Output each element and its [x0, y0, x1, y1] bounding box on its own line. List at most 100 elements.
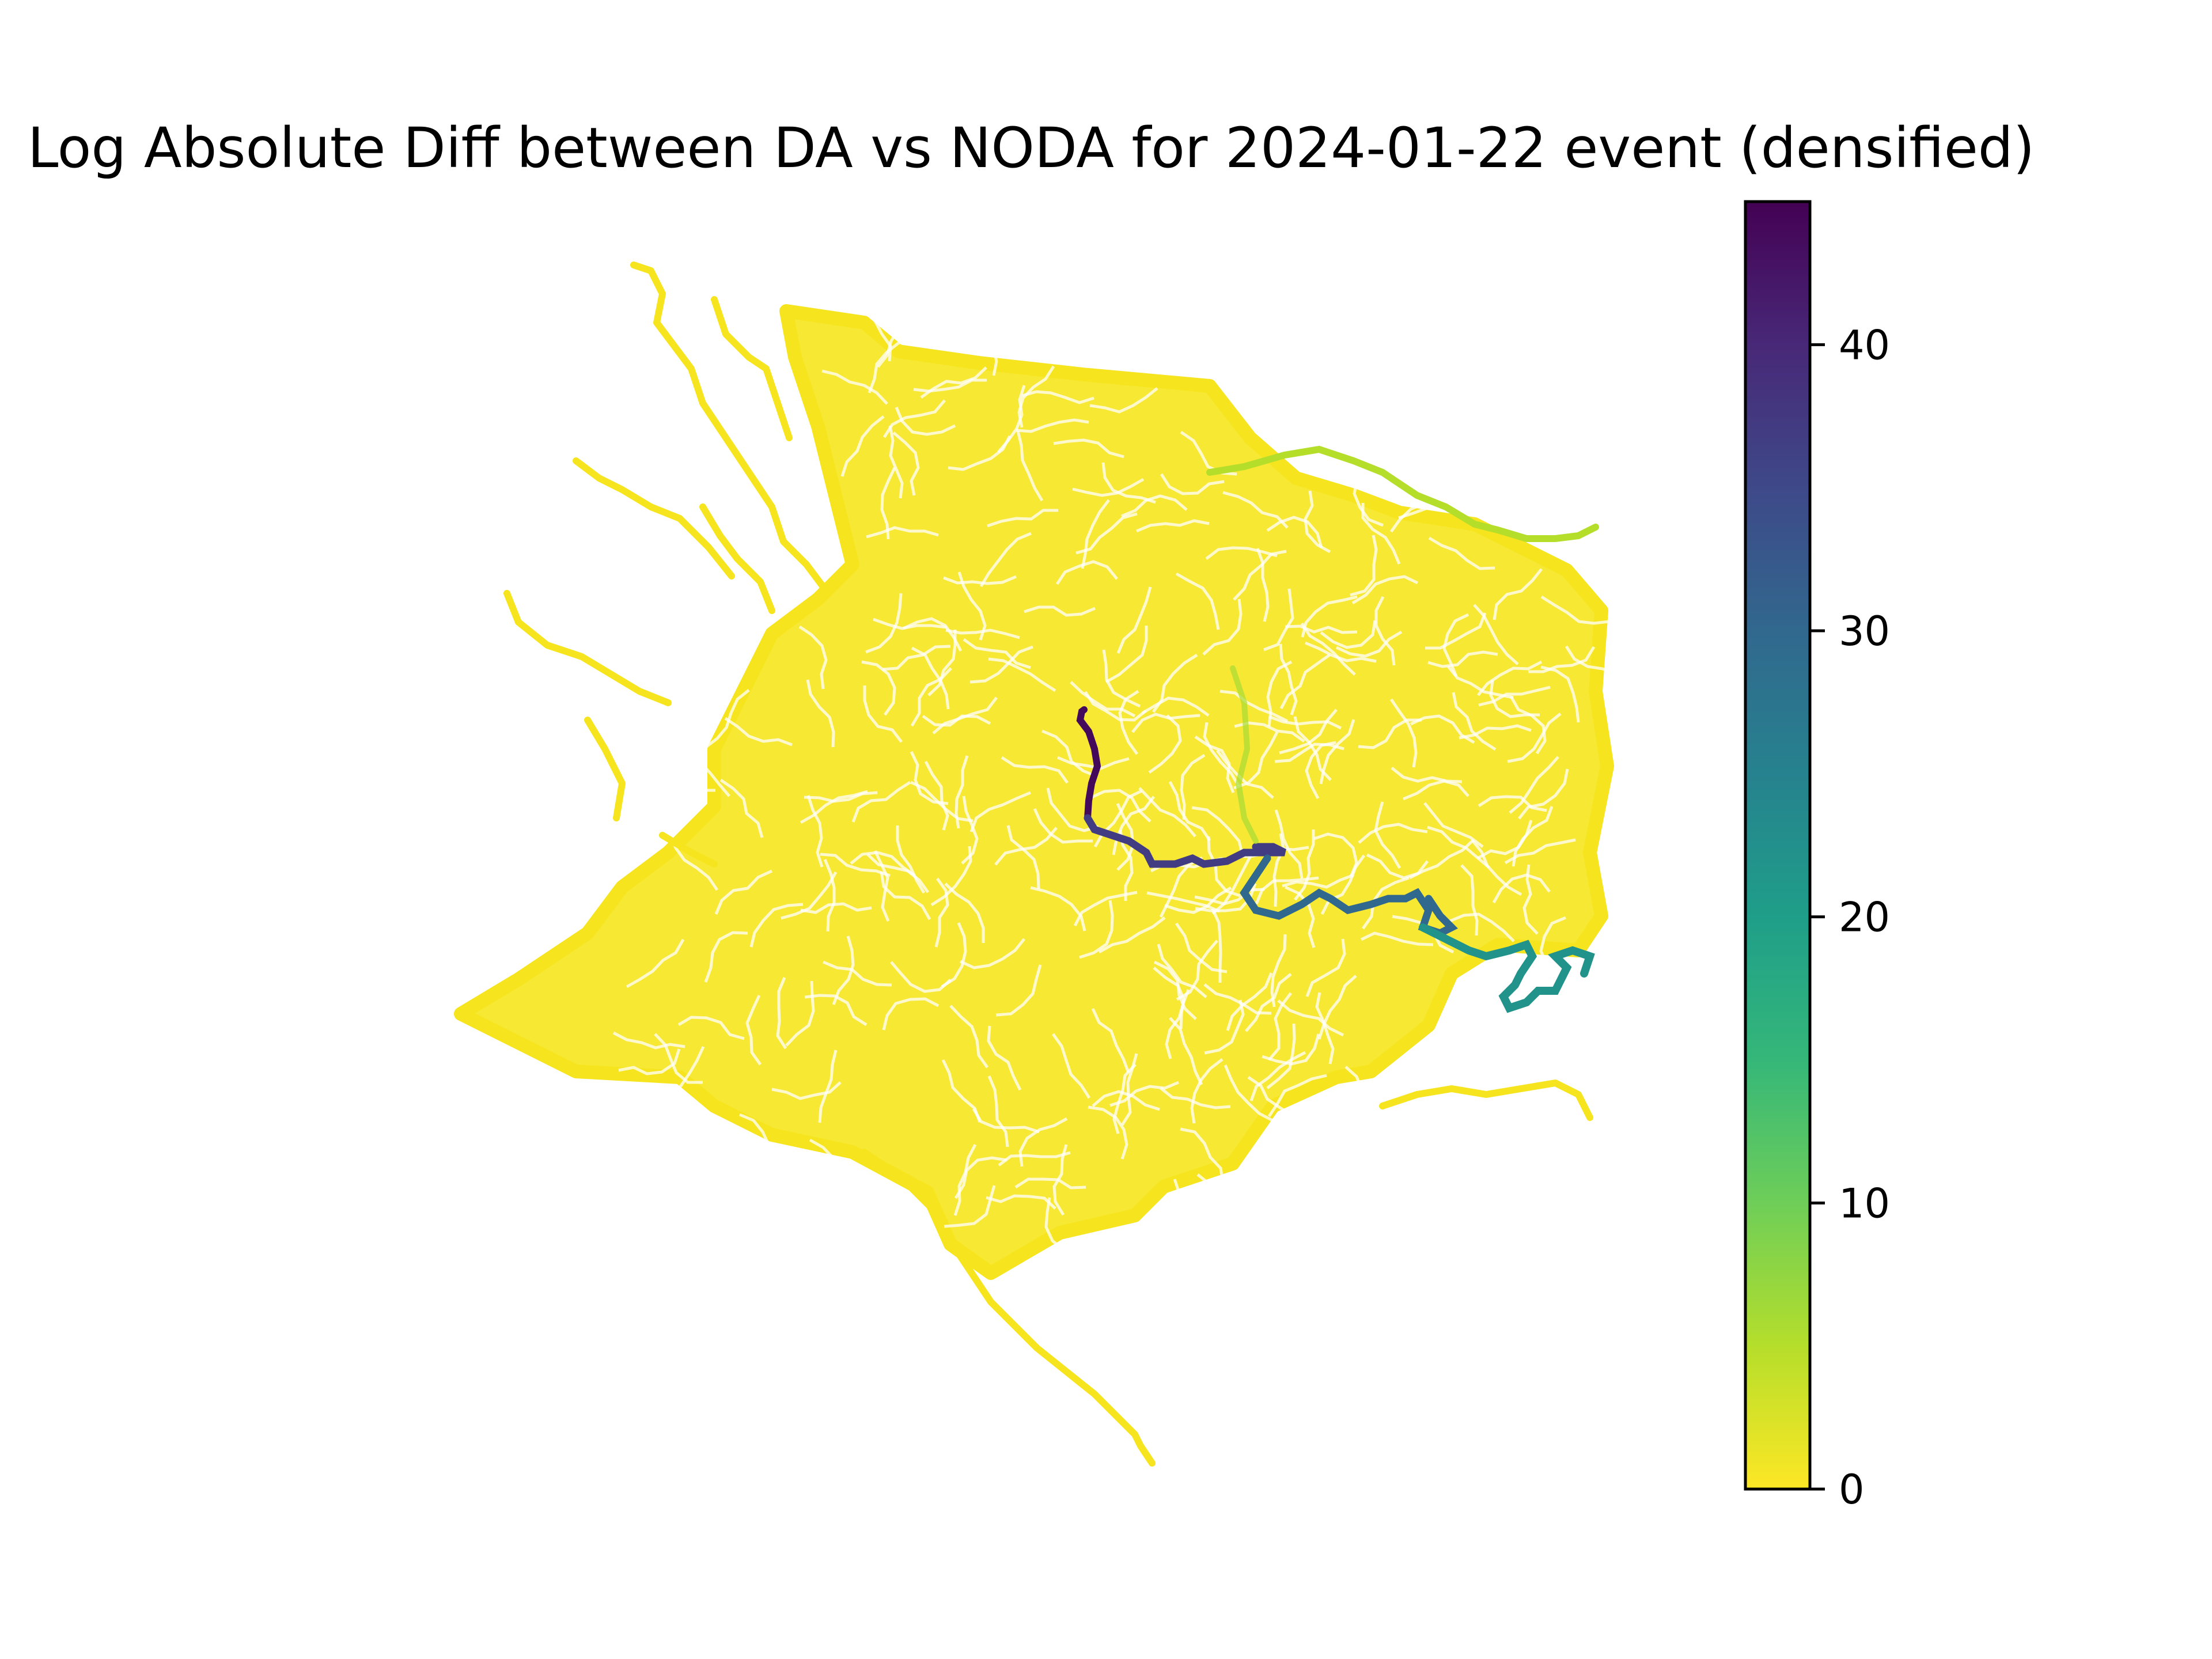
- river-gap: [1471, 839, 1522, 896]
- river-gap: [882, 399, 946, 438]
- river-gap: [1211, 850, 1255, 915]
- river-gap: [1079, 900, 1114, 959]
- river-gap: [840, 415, 885, 477]
- river-gap: [882, 645, 951, 671]
- river-gap: [1274, 809, 1304, 879]
- river-gap: [1006, 825, 1040, 889]
- river-gap: [724, 717, 793, 747]
- river-gap: [1428, 536, 1495, 570]
- river-gap: [1460, 864, 1479, 936]
- river-gap: [1222, 491, 1289, 529]
- river-gap: [1282, 873, 1354, 889]
- river-gap: [1249, 1051, 1306, 1101]
- river-gap: [913, 378, 987, 393]
- river-gap: [1102, 649, 1141, 708]
- colorbar-tick-label: 10: [1839, 1180, 1890, 1227]
- river-gap: [800, 902, 872, 914]
- river-gap: [1492, 873, 1551, 904]
- river-gap: [850, 851, 916, 877]
- river-gap: [1091, 1007, 1130, 1073]
- river-gap: [1153, 967, 1185, 1029]
- colorbar-gradient: [1744, 200, 1812, 1491]
- outer-river: [941, 1229, 1156, 1467]
- river-gap: [877, 299, 908, 368]
- river-gap: [1233, 550, 1287, 601]
- river-gap: [1294, 830, 1315, 901]
- river-gap: [1105, 626, 1148, 684]
- river-gap: [902, 617, 963, 652]
- river-gap: [1194, 735, 1235, 793]
- river-gap: [704, 931, 748, 983]
- outer-river: [1379, 1080, 1593, 1121]
- river-gap: [866, 526, 939, 539]
- outer-river-branches: [503, 262, 1593, 1467]
- river-gap: [932, 696, 998, 734]
- river-gap: [1366, 853, 1429, 880]
- river-gap: [998, 1151, 1071, 1166]
- outer-river: [584, 717, 626, 821]
- river-gap: [1070, 681, 1136, 718]
- river-gap: [714, 869, 773, 915]
- river-gap: [1263, 588, 1294, 652]
- river-gap: [1507, 713, 1562, 763]
- upper-main-reach: [1076, 706, 1101, 821]
- river-gap: [1138, 787, 1196, 838]
- river-gap: [1053, 438, 1124, 459]
- river-gap: [806, 795, 824, 868]
- river-gap: [1423, 802, 1484, 848]
- river-gap: [1202, 599, 1243, 656]
- river-gap: [1358, 823, 1428, 844]
- river-gap: [1131, 713, 1200, 733]
- river-gap: [1279, 709, 1338, 755]
- river-gap: [1317, 975, 1357, 1040]
- river-gap: [963, 638, 1031, 669]
- colorbar-tick-label: 30: [1839, 608, 1890, 655]
- river-gap: [1528, 646, 1596, 673]
- river-gap: [986, 1194, 1056, 1210]
- river-gap: [1389, 698, 1418, 768]
- river-gap: [1136, 519, 1210, 533]
- river-gap: [863, 685, 903, 743]
- river-gap: [961, 796, 979, 865]
- river-gap: [1075, 512, 1138, 555]
- river-gap: [677, 1016, 745, 1040]
- river-gap: [979, 532, 1032, 588]
- river-gap: [1226, 972, 1273, 1031]
- figure-title: Log Absolute Diff between DA vs NODA for…: [28, 116, 2035, 180]
- colorbar-ticks: 0 10 20 30 40: [1810, 321, 1890, 1513]
- river-gap: [1153, 960, 1197, 1020]
- river-gap: [1504, 838, 1576, 865]
- river-gap: [1335, 630, 1403, 658]
- river-gap: [1051, 1033, 1091, 1099]
- river-gap: [1512, 806, 1554, 867]
- river-gap: [1266, 516, 1323, 548]
- river-gap: [1041, 729, 1097, 778]
- river-gap: [1089, 387, 1158, 414]
- river-gap: [1279, 653, 1331, 710]
- river-gap: [1361, 503, 1401, 565]
- river-gap: [1509, 695, 1547, 755]
- outer-river: [659, 832, 718, 868]
- river-gap: [745, 994, 762, 1066]
- river-gap: [1427, 825, 1490, 869]
- river-gap: [1014, 1177, 1086, 1190]
- river-gap: [861, 660, 896, 716]
- river-gap: [1092, 1090, 1160, 1111]
- river-gap: [1160, 1087, 1231, 1109]
- river-gap: [1021, 390, 1094, 404]
- river-gap: [653, 785, 715, 813]
- river-gap: [1361, 876, 1410, 930]
- river-gap: [781, 871, 838, 920]
- river-gap: [818, 1050, 838, 1123]
- river-gap: [612, 1031, 685, 1050]
- river-segments: [612, 291, 1631, 1257]
- river-gap: [1449, 912, 1515, 942]
- river-gap: [1284, 885, 1316, 948]
- river-gap: [1279, 643, 1298, 715]
- river-gap: [1266, 660, 1293, 727]
- river-gap: [969, 791, 1031, 832]
- river-gap: [959, 938, 1025, 969]
- colorbar-tick-label: 0: [1839, 1466, 1865, 1513]
- river-gap: [1157, 944, 1207, 998]
- river-gap: [1272, 833, 1285, 907]
